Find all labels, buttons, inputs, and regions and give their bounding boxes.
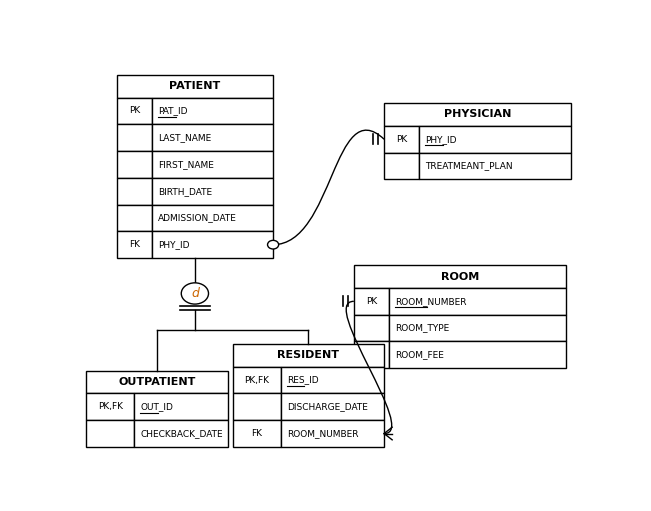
Bar [233, 367, 281, 393]
Bar [87, 370, 228, 393]
Text: PK,FK: PK,FK [244, 376, 270, 385]
Bar [117, 98, 152, 124]
Bar [419, 126, 571, 153]
Bar [233, 393, 281, 420]
Bar [233, 420, 281, 447]
Text: RESIDENT: RESIDENT [277, 350, 339, 360]
Text: PHY_ID: PHY_ID [426, 135, 457, 144]
Bar [354, 265, 566, 288]
Text: ADMISSION_DATE: ADMISSION_DATE [158, 214, 237, 222]
Text: PK: PK [366, 297, 377, 306]
Text: CHECKBACK_DATE: CHECKBACK_DATE [141, 429, 223, 438]
Bar [117, 178, 152, 204]
Bar [87, 393, 134, 420]
Bar [117, 151, 152, 178]
Bar [384, 153, 419, 179]
Bar [389, 288, 566, 315]
Bar [354, 341, 389, 368]
Bar [281, 393, 384, 420]
Bar [152, 231, 273, 258]
Text: ROOM_NUMBER: ROOM_NUMBER [286, 429, 358, 438]
Bar [281, 420, 384, 447]
Text: BIRTH_DATE: BIRTH_DATE [158, 187, 212, 196]
Text: FK: FK [251, 429, 262, 438]
Text: ROOM_FEE: ROOM_FEE [395, 351, 444, 359]
Text: TREATMEANT_PLAN: TREATMEANT_PLAN [426, 161, 513, 171]
Text: ROOM_NUMBER: ROOM_NUMBER [395, 297, 467, 306]
Bar [354, 288, 389, 315]
Text: ROOM: ROOM [441, 271, 479, 282]
Bar [152, 178, 273, 204]
Bar [389, 341, 566, 368]
Bar [134, 420, 228, 447]
Bar [152, 151, 273, 178]
Bar [152, 124, 273, 151]
Bar [384, 126, 419, 153]
Text: PK,FK: PK,FK [98, 402, 123, 411]
Text: OUTPATIENT: OUTPATIENT [118, 377, 196, 387]
Bar [117, 75, 273, 98]
Text: RES_ID: RES_ID [286, 376, 318, 385]
Bar [419, 153, 571, 179]
Bar [117, 231, 152, 258]
Text: PATIENT: PATIENT [169, 81, 221, 91]
Text: PAT_ID: PAT_ID [158, 106, 187, 115]
Bar [384, 103, 571, 126]
Text: FIRST_NAME: FIRST_NAME [158, 160, 214, 169]
Bar [233, 344, 384, 367]
Circle shape [268, 240, 279, 249]
Text: d: d [191, 287, 199, 300]
Bar [354, 315, 389, 341]
Text: PHY_ID: PHY_ID [158, 240, 189, 249]
Text: OUT_ID: OUT_ID [141, 402, 173, 411]
Bar [152, 98, 273, 124]
Bar [281, 367, 384, 393]
Bar [87, 420, 134, 447]
Text: FK: FK [129, 240, 140, 249]
Text: LAST_NAME: LAST_NAME [158, 133, 212, 142]
Bar [134, 393, 228, 420]
Bar [389, 315, 566, 341]
Text: DISCHARGE_DATE: DISCHARGE_DATE [286, 402, 368, 411]
Text: ROOM_TYPE: ROOM_TYPE [395, 323, 449, 333]
Text: PK: PK [129, 106, 140, 115]
Bar [152, 204, 273, 231]
Bar [117, 124, 152, 151]
Circle shape [181, 283, 208, 304]
Bar [117, 204, 152, 231]
Text: PHYSICIAN: PHYSICIAN [444, 109, 511, 120]
Text: PK: PK [396, 135, 408, 144]
